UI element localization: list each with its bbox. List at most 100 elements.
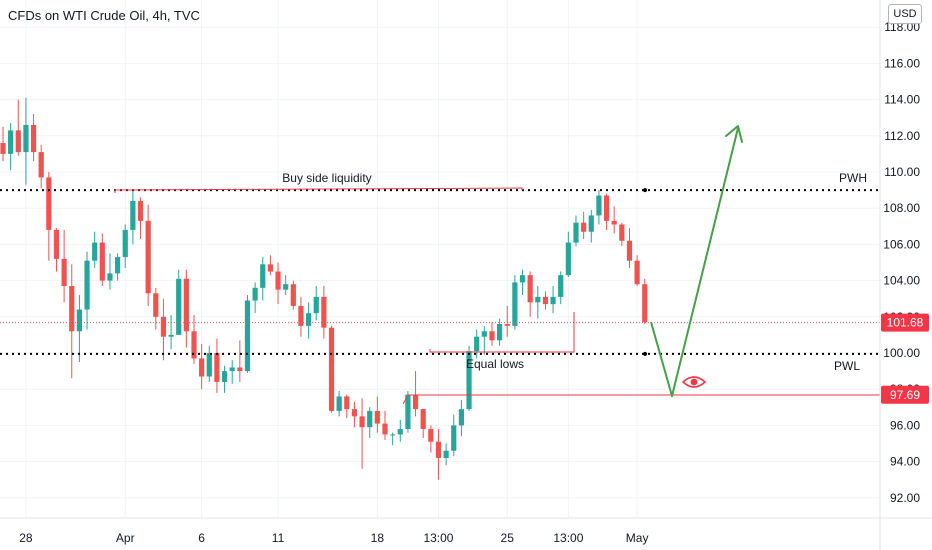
buy-side-liquidity-label: Buy side liquidity bbox=[282, 171, 371, 185]
candle-body bbox=[244, 300, 251, 372]
candle-body bbox=[435, 441, 442, 458]
candle-body bbox=[351, 409, 358, 417]
candle-body bbox=[69, 286, 75, 332]
target-line bbox=[402, 394, 880, 405]
candle-body bbox=[61, 258, 67, 287]
projection-path bbox=[650, 127, 739, 397]
candle-body bbox=[46, 177, 52, 230]
candle-body bbox=[206, 353, 212, 377]
current-price-badge bbox=[881, 313, 929, 332]
candle-body bbox=[84, 260, 90, 310]
candle-body bbox=[229, 367, 235, 372]
chart-grid bbox=[0, 0, 880, 518]
candle-body bbox=[374, 410, 380, 424]
price-tick-label: 108.00 bbox=[883, 201, 920, 215]
currency-button[interactable]: USD bbox=[888, 4, 922, 24]
candle-body bbox=[489, 331, 495, 341]
candle-body bbox=[504, 324, 510, 326]
candle-body bbox=[115, 257, 121, 274]
candle-body bbox=[390, 434, 396, 436]
candle-body bbox=[619, 224, 625, 241]
candle-body bbox=[336, 396, 342, 411]
price-tick-label: 92.00 bbox=[890, 491, 920, 505]
price-axis[interactable]: 118.00116.00114.00112.00110.00108.00106.… bbox=[879, 0, 929, 550]
buy-side-liquidity-bracket bbox=[114, 187, 523, 193]
candle-body bbox=[321, 296, 327, 328]
candle-body bbox=[221, 371, 228, 382]
pwh-label: PWH bbox=[839, 171, 867, 185]
candle-body bbox=[160, 316, 167, 337]
candle-body bbox=[344, 396, 350, 410]
candle-body bbox=[122, 229, 128, 258]
candle-body bbox=[474, 336, 480, 352]
candle-body bbox=[642, 284, 648, 323]
price-tick-label: 114.00 bbox=[884, 93, 920, 107]
candle-body bbox=[8, 130, 14, 154]
candle-body bbox=[306, 313, 312, 326]
candle-body bbox=[53, 229, 60, 259]
candle-body bbox=[237, 367, 243, 372]
candle-body bbox=[145, 220, 151, 294]
candle-body bbox=[581, 222, 587, 232]
equal-lows-bracket bbox=[429, 312, 575, 353]
candle-body bbox=[328, 327, 335, 411]
time-tick-label: Apr bbox=[116, 531, 135, 545]
pwl-label: PWL bbox=[834, 359, 860, 373]
price-tick-label: 104.00 bbox=[883, 274, 920, 288]
candle-body bbox=[176, 278, 182, 335]
pwh-marker bbox=[643, 188, 647, 193]
eye-icon[interactable] bbox=[682, 374, 706, 390]
candle-body bbox=[428, 429, 434, 442]
candle-body bbox=[634, 260, 640, 285]
candle-body bbox=[137, 200, 144, 221]
price-tick-label: 112.00 bbox=[884, 129, 920, 143]
candle-body bbox=[458, 409, 464, 426]
candle-body bbox=[359, 416, 365, 428]
current-price-badge-text: 101.68 bbox=[887, 316, 924, 330]
time-tick-label: 18 bbox=[371, 531, 385, 545]
candle-body bbox=[30, 124, 37, 153]
candle-body bbox=[130, 200, 136, 230]
price-tick-label: 96.00 bbox=[890, 418, 920, 432]
pwl-marker bbox=[643, 351, 647, 356]
candle-body bbox=[535, 296, 541, 303]
price-tick-label: 106.00 bbox=[883, 237, 920, 251]
price-tick-label: 116.00 bbox=[884, 56, 920, 70]
candle-body bbox=[92, 242, 98, 261]
candle-body bbox=[275, 271, 281, 290]
candle-body bbox=[542, 296, 549, 305]
candle-body bbox=[603, 195, 610, 221]
candle-body bbox=[451, 425, 457, 451]
time-tick-label: 25 bbox=[501, 531, 515, 545]
candle-body bbox=[267, 264, 273, 272]
target-price-badge bbox=[881, 385, 929, 404]
candle-body bbox=[382, 423, 388, 435]
price-tick-label: 100.00 bbox=[883, 346, 920, 360]
candle-body bbox=[565, 242, 571, 276]
time-axis[interactable]: 28 Apr 6 11 18 13:00 25 13:00 May bbox=[0, 517, 932, 545]
candle-body bbox=[466, 351, 472, 410]
candle-body bbox=[588, 215, 594, 232]
time-tick-label: 11 bbox=[272, 531, 285, 545]
candle-body bbox=[611, 220, 617, 225]
equal-lows-label: Equal lows bbox=[466, 357, 524, 371]
chart-title: CFDs on WTI Crude Oil, 4h, TVC bbox=[8, 8, 200, 23]
candle-body bbox=[283, 284, 289, 290]
time-tick-label: May bbox=[626, 531, 649, 545]
candle-body bbox=[107, 273, 113, 281]
candle-body bbox=[481, 331, 487, 337]
time-tick-label: 13:00 bbox=[423, 531, 453, 545]
candle-body bbox=[15, 130, 21, 153]
candles bbox=[0, 97, 648, 480]
candle-body bbox=[420, 409, 426, 430]
candle-body bbox=[626, 240, 633, 261]
candle-body bbox=[260, 264, 266, 288]
candle-body bbox=[512, 282, 518, 326]
candle-body bbox=[153, 293, 159, 317]
annotations: PWH PWL Buy side liquidity Equal lows bbox=[0, 125, 880, 405]
candle-body bbox=[252, 287, 258, 301]
candle-body bbox=[397, 429, 403, 435]
projection-arrowhead bbox=[725, 125, 743, 143]
candle-body bbox=[497, 324, 503, 341]
